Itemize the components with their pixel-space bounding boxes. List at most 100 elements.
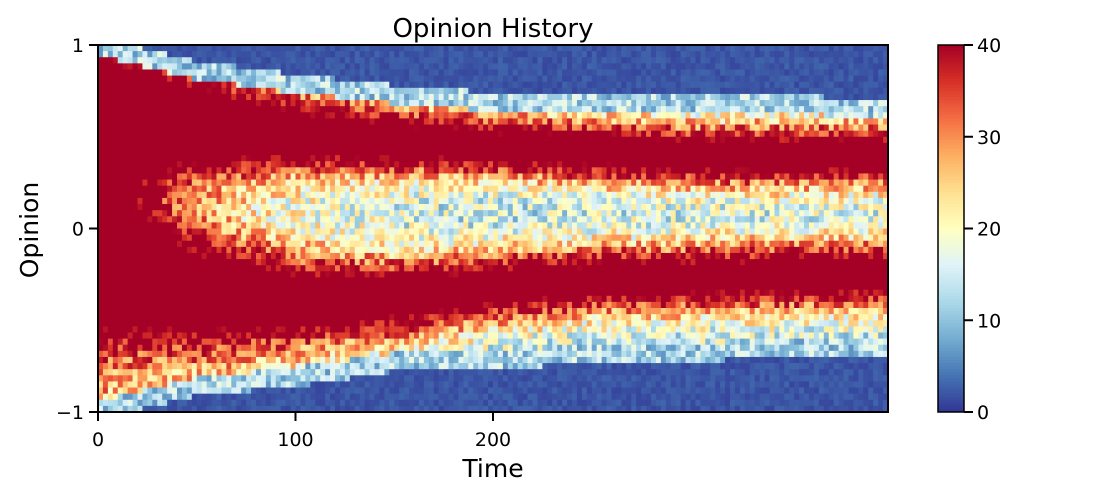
heatmap-cell bbox=[374, 167, 380, 174]
heatmap-cell bbox=[112, 210, 119, 217]
heatmap-cell bbox=[177, 210, 183, 217]
heatmap-cell bbox=[162, 112, 168, 119]
heatmap-cell bbox=[280, 51, 287, 58]
heatmap-cell bbox=[448, 332, 454, 339]
heatmap-cell bbox=[438, 173, 445, 180]
heatmap-cell bbox=[384, 179, 390, 187]
heatmap-cell bbox=[132, 69, 138, 76]
heatmap-cell bbox=[354, 252, 361, 260]
heatmap-cell bbox=[463, 369, 469, 376]
heatmap-cell bbox=[142, 197, 148, 205]
heatmap-cell bbox=[389, 136, 395, 144]
heatmap-cell bbox=[142, 63, 148, 70]
heatmap-cell bbox=[384, 320, 390, 327]
heatmap-cell bbox=[399, 363, 405, 370]
heatmap-cell bbox=[102, 375, 109, 382]
heatmap-cell bbox=[226, 93, 232, 101]
heatmap-cell bbox=[330, 142, 336, 150]
heatmap-cell bbox=[428, 136, 435, 144]
heatmap-cell bbox=[295, 387, 301, 395]
heatmap-cell bbox=[339, 301, 346, 309]
heatmap-cell bbox=[181, 222, 188, 229]
heatmap-cell bbox=[265, 332, 272, 339]
heatmap-cell bbox=[488, 216, 494, 223]
heatmap-cell bbox=[483, 265, 489, 272]
heatmap-cell bbox=[359, 308, 366, 315]
heatmap-cell bbox=[221, 118, 227, 125]
heatmap-cell bbox=[270, 106, 277, 113]
heatmap-cell bbox=[493, 106, 499, 113]
heatmap-cell bbox=[428, 161, 435, 168]
heatmap-cell bbox=[137, 222, 143, 229]
heatmap-cell bbox=[379, 399, 385, 407]
heatmap-cell bbox=[389, 301, 395, 309]
heatmap-cell bbox=[256, 185, 262, 193]
heatmap-cell bbox=[196, 45, 203, 52]
heatmap-cell bbox=[379, 124, 385, 132]
heatmap-cell bbox=[191, 405, 198, 413]
heatmap-cell bbox=[142, 314, 148, 321]
heatmap-cell bbox=[418, 234, 425, 242]
heatmap-cell bbox=[211, 234, 217, 242]
heatmap-cell bbox=[354, 308, 361, 315]
heatmap-cell bbox=[379, 295, 385, 303]
heatmap-cell bbox=[300, 381, 306, 388]
heatmap-cell bbox=[211, 173, 217, 180]
heatmap-cell bbox=[497, 75, 504, 83]
heatmap-cell bbox=[231, 277, 237, 284]
heatmap-cell bbox=[507, 63, 514, 70]
heatmap-cell bbox=[98, 387, 104, 395]
heatmap-cell bbox=[102, 381, 109, 388]
heatmap-cell bbox=[196, 136, 203, 144]
heatmap-cell bbox=[122, 338, 129, 346]
heatmap-cell bbox=[142, 252, 148, 260]
heatmap-cell bbox=[483, 246, 489, 254]
heatmap-cell bbox=[325, 265, 331, 272]
heatmap-cell bbox=[468, 369, 474, 376]
heatmap-cell bbox=[399, 369, 405, 376]
heatmap-cell bbox=[404, 155, 410, 162]
heatmap-cell bbox=[117, 75, 124, 83]
heatmap-cell bbox=[122, 314, 129, 321]
heatmap-cell bbox=[488, 51, 494, 58]
heatmap-cell bbox=[162, 338, 168, 346]
heatmap-cell bbox=[374, 356, 380, 364]
heatmap-cell bbox=[349, 222, 356, 229]
heatmap-cell bbox=[206, 350, 212, 358]
heatmap-cell bbox=[428, 45, 435, 52]
heatmap-cell bbox=[483, 191, 489, 199]
heatmap-cell bbox=[265, 350, 272, 358]
heatmap-cell bbox=[359, 93, 366, 101]
heatmap-cell bbox=[315, 283, 321, 291]
heatmap-cell bbox=[196, 222, 203, 229]
heatmap-cell bbox=[483, 185, 489, 193]
heatmap-cell bbox=[246, 271, 252, 278]
heatmap-cell bbox=[335, 314, 341, 321]
heatmap-cell bbox=[290, 314, 296, 321]
heatmap-cell bbox=[290, 197, 296, 205]
heatmap-cell bbox=[404, 252, 410, 260]
heatmap-cell bbox=[448, 246, 454, 254]
heatmap-cell bbox=[305, 295, 311, 303]
heatmap-cell bbox=[260, 356, 267, 364]
heatmap-cell bbox=[453, 69, 459, 76]
heatmap-cell bbox=[428, 216, 435, 223]
heatmap-cell bbox=[364, 45, 370, 52]
heatmap-cell bbox=[404, 405, 410, 413]
heatmap-cell bbox=[265, 265, 272, 272]
heatmap-cell bbox=[344, 393, 351, 401]
heatmap-cell bbox=[127, 363, 133, 370]
heatmap-cell bbox=[117, 136, 124, 144]
heatmap-cell bbox=[285, 63, 291, 70]
heatmap-cell bbox=[414, 106, 420, 113]
heatmap-cell bbox=[260, 112, 267, 119]
heatmap-cell bbox=[280, 308, 287, 315]
heatmap-cell bbox=[265, 240, 272, 248]
heatmap-cell bbox=[137, 63, 143, 70]
heatmap-cell bbox=[364, 350, 370, 358]
heatmap-cell bbox=[493, 252, 499, 260]
heatmap-cell bbox=[285, 320, 291, 327]
heatmap-cell bbox=[162, 142, 168, 150]
heatmap-cell bbox=[256, 259, 262, 266]
heatmap-cell bbox=[251, 106, 257, 113]
